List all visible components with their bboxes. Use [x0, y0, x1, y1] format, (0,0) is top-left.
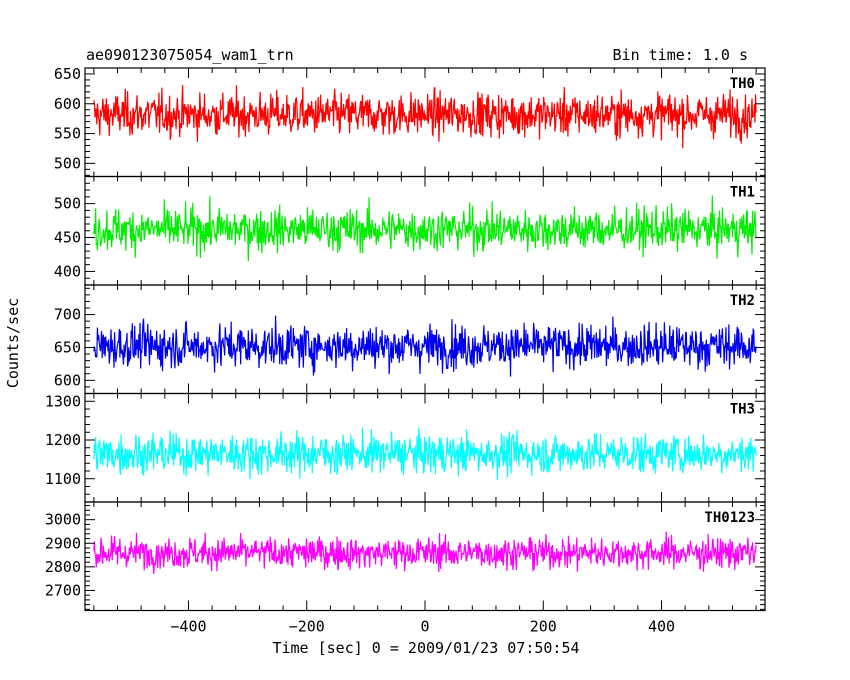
series-line-th1	[93, 195, 757, 262]
chart-subtitle: Bin time: 1.0 s	[613, 46, 748, 64]
x-tick-label: 200	[530, 618, 557, 636]
x-axis-label: Time [sec] 0 = 2009/01/23 07:50:54	[272, 639, 579, 657]
y-tick-label: 2700	[45, 581, 81, 599]
panels-group: 500 550 600 650 TH0 400 450 500 TH1 600 650 700 TH2 1…	[45, 65, 766, 612]
x-tick-label: 0	[420, 618, 429, 636]
y-tick-label: 2900	[45, 534, 81, 552]
y-tick-label: 1200	[45, 431, 81, 449]
series-line-th0	[93, 85, 757, 149]
series-label-th0: TH0	[730, 76, 755, 92]
x-tick-label: 400	[648, 618, 675, 636]
panel-th3: 1100 1200 1300 TH3	[45, 392, 766, 503]
y-tick-label: 500	[54, 154, 81, 172]
y-tick-label: 2800	[45, 558, 81, 576]
panel-th1: 400 450 500 TH1	[54, 175, 766, 286]
series-line-th3	[93, 427, 757, 480]
series-line-th2	[93, 315, 757, 377]
series-label-th1: TH1	[730, 185, 755, 201]
panel-th0: 500 550 600 650 TH0	[54, 65, 766, 178]
y-tick-label: 400	[54, 262, 81, 280]
y-axis-label: Counts/sec	[4, 298, 22, 388]
y-tick-label: 700	[54, 306, 81, 324]
y-tick-label: 600	[54, 371, 81, 389]
panel-th0123: 2700 2800 2900 3000 TH0123	[45, 501, 766, 612]
x-tick-label: −400	[170, 618, 206, 636]
y-tick-label: 550	[54, 125, 81, 143]
panel-th2: 600 650 700 TH2	[54, 284, 766, 395]
y-tick-label: 650	[54, 338, 81, 356]
series-line-th0123	[93, 531, 757, 574]
series-label-th2: TH2	[730, 293, 755, 309]
x-tick-labels: −400 −200 0 200 400	[170, 618, 675, 636]
x-tick-label: −200	[289, 618, 325, 636]
y-tick-label: 450	[54, 229, 81, 247]
y-tick-label: 600	[54, 95, 81, 113]
y-tick-label: 1100	[45, 470, 81, 488]
series-label-th0123: TH0123	[704, 510, 755, 526]
y-tick-label: 3000	[45, 511, 81, 529]
series-label-th3: TH3	[730, 402, 755, 418]
y-tick-label: 1300	[45, 392, 81, 410]
y-tick-label: 500	[54, 195, 81, 213]
y-tick-label: 650	[54, 65, 81, 83]
chart-title: ae090123075054_wam1_trn	[86, 46, 294, 64]
